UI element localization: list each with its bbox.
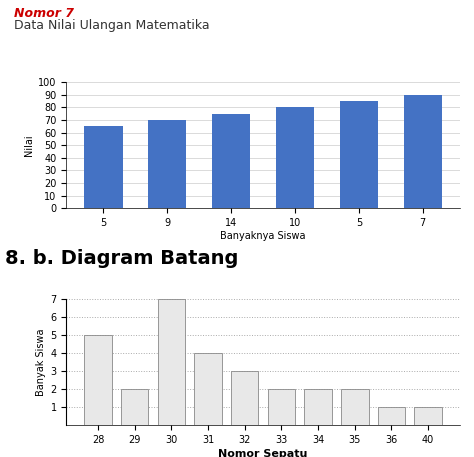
Bar xyxy=(304,389,332,425)
Bar xyxy=(84,127,123,208)
Bar xyxy=(268,389,295,425)
Bar xyxy=(276,107,314,208)
Bar xyxy=(148,120,186,208)
Text: Data Nilai Ulangan Matematika: Data Nilai Ulangan Matematika xyxy=(14,19,210,32)
Bar xyxy=(212,114,250,208)
Bar xyxy=(340,101,378,208)
Bar xyxy=(403,95,442,208)
Bar xyxy=(84,335,112,425)
Y-axis label: Banyak Siswa: Banyak Siswa xyxy=(36,328,46,396)
X-axis label: Nomor Sepatu: Nomor Sepatu xyxy=(219,449,308,457)
Bar xyxy=(414,407,442,425)
Text: 8. b. Diagram Batang: 8. b. Diagram Batang xyxy=(5,249,238,268)
Bar xyxy=(194,353,222,425)
Bar xyxy=(341,389,368,425)
Bar xyxy=(378,407,405,425)
Y-axis label: Nilai: Nilai xyxy=(24,134,34,156)
Bar xyxy=(158,299,185,425)
Text: Nomor 7: Nomor 7 xyxy=(14,7,74,20)
X-axis label: Banyaknya Siswa: Banyaknya Siswa xyxy=(220,231,306,241)
Bar xyxy=(121,389,148,425)
Bar xyxy=(231,371,258,425)
